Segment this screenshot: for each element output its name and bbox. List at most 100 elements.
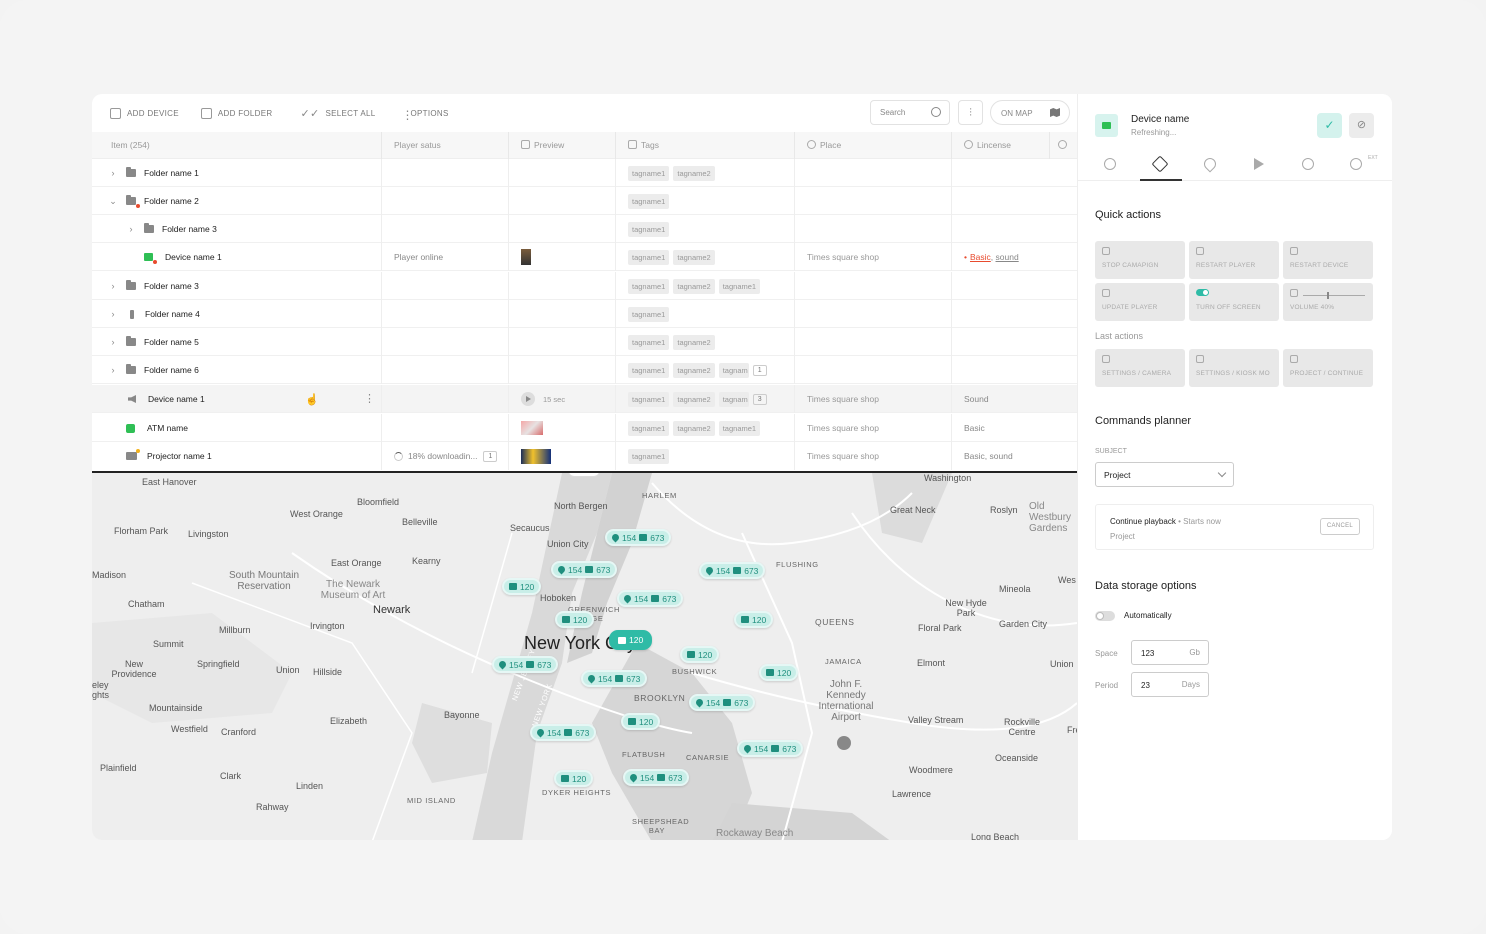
map-cluster-pin[interactable]: 154 673 <box>581 670 648 687</box>
map-cluster-pin[interactable]: 154 673 <box>530 724 597 741</box>
tab-settings[interactable] <box>1104 158 1116 170</box>
tab-extensions[interactable] <box>1350 158 1362 170</box>
map-cluster-pin[interactable]: 120 <box>502 578 542 595</box>
tag[interactable]: tagname1 <box>628 420 670 436</box>
restart-player-button[interactable]: RESTART PLAYER <box>1189 241 1279 279</box>
col-item[interactable]: Item (254) <box>92 132 382 159</box>
tab-tags[interactable] <box>1151 155 1169 173</box>
options-button[interactable]: ⋮ OPTIONS <box>401 107 449 122</box>
map-cluster-pin[interactable]: 120 <box>734 611 774 628</box>
col-preview[interactable]: Preview <box>509 132 616 159</box>
volume-control[interactable]: VOLUME 40% <box>1283 283 1373 321</box>
map-view[interactable]: East Hanover Bloomfield West Orange Bell… <box>92 471 1077 840</box>
last-action-button[interactable]: PROJECT / CONTINUE <box>1283 349 1373 387</box>
license-link[interactable]: sound <box>995 252 1019 262</box>
search-input[interactable]: Search <box>870 100 950 125</box>
tag[interactable]: tagname1 <box>718 278 761 294</box>
map-cluster-pin[interactable]: 154 673 <box>689 694 756 711</box>
select-all-button[interactable]: ✓✓ SELECT ALL <box>300 107 376 120</box>
space-input[interactable]: 123 Gb <box>1131 640 1209 665</box>
table-row[interactable]: Device name 1 ☝ ⋮ 15 sec tagname1 tagname2 t… <box>92 385 1077 413</box>
license-link[interactable]: Basic <box>969 252 991 262</box>
tag[interactable]: tagname2 <box>673 165 715 181</box>
map-cluster-pin[interactable]: 154 673 <box>605 529 672 546</box>
tag[interactable]: tagnam <box>718 391 749 407</box>
disable-button[interactable]: ⊘ <box>1349 113 1374 138</box>
tag[interactable]: tagname1 <box>628 165 670 181</box>
table-row[interactable]: ATM name tagname1 tagname2 tagname1 Times … <box>92 414 1077 442</box>
tag[interactable]: tagname1 <box>628 221 670 237</box>
more-tags-count[interactable]: 3 <box>752 393 767 405</box>
col-player-status[interactable]: Player satus <box>382 132 509 159</box>
chevron-down-icon[interactable]: ⌄ <box>109 195 117 206</box>
table-row[interactable]: › Folder name 5 tagname1 tagname2 <box>92 328 1077 356</box>
tag[interactable]: tagname1 <box>628 334 670 350</box>
map-cluster-pin[interactable]: 154 673 <box>492 656 559 673</box>
map-cluster-pin[interactable]: 120 <box>554 770 594 787</box>
queue-count[interactable]: 1 <box>483 450 498 462</box>
tab-license[interactable] <box>1302 158 1314 170</box>
tag[interactable]: tagname2 <box>673 391 715 407</box>
tag[interactable]: tagname2 <box>673 334 715 350</box>
tab-location[interactable] <box>1201 155 1219 173</box>
chevron-right-icon[interactable]: › <box>111 337 115 347</box>
map-cluster-pin-selected[interactable]: 120 <box>609 630 653 650</box>
add-device-button[interactable]: ADD DEVICE <box>110 107 179 119</box>
chevron-right-icon[interactable]: › <box>111 309 115 319</box>
row-menu-icon[interactable]: ⋮ <box>364 393 375 405</box>
map-cluster-pin[interactable]: 120 <box>680 646 720 663</box>
tag[interactable]: tagname2 <box>673 278 715 294</box>
add-folder-button[interactable]: ADD FOLDER <box>200 107 273 119</box>
map-cluster-pin[interactable]: 154 673 <box>737 740 804 757</box>
tag[interactable]: tagname1 <box>628 391 670 407</box>
map-cluster-pin[interactable]: 154 673 <box>617 590 684 607</box>
volume-slider[interactable] <box>1303 292 1365 299</box>
tag[interactable]: tagname2 <box>673 362 715 378</box>
subject-select[interactable]: Project <box>1095 462 1234 487</box>
map-cluster-pin[interactable]: 154 673 <box>551 561 618 578</box>
chevron-right-icon[interactable]: › <box>111 365 115 375</box>
tag[interactable]: tagname1 <box>628 193 670 209</box>
col-license[interactable]: Lincense <box>952 132 1050 159</box>
table-row[interactable]: › Folder name 1 tagname1 tagname2 <box>92 159 1077 187</box>
table-row[interactable]: Device name 1 Player online tagname1 tagn… <box>92 243 1077 271</box>
tag[interactable]: tagname2 <box>673 249 715 265</box>
resize-handle[interactable] <box>568 473 600 477</box>
table-row[interactable]: › Folder name 4 tagname1 <box>92 300 1077 328</box>
table-row[interactable]: › Folder name 3 tagname1 <box>92 215 1077 243</box>
last-action-button[interactable]: SETTINGS / KIOSK MO <box>1189 349 1279 387</box>
filter-button[interactable]: ⫶ <box>958 100 983 125</box>
map-cluster-pin[interactable]: 120 <box>621 713 661 730</box>
chevron-right-icon[interactable]: › <box>111 281 115 291</box>
map-cluster-pin[interactable]: 120 <box>555 611 595 628</box>
turn-off-screen-toggle[interactable]: TURN OFF SCREEN <box>1189 283 1279 321</box>
chevron-right-icon[interactable]: › <box>111 168 115 178</box>
map-cluster-pin[interactable]: 154 673 <box>699 562 766 579</box>
table-row[interactable]: › Folder name 3 tagname1 tagname2 tagname1 <box>92 272 1077 300</box>
tag[interactable]: tagname1 <box>628 249 670 265</box>
tag[interactable]: tagname1 <box>628 278 670 294</box>
cancel-command-button[interactable]: CANCEL <box>1320 518 1360 535</box>
tag[interactable]: tagname1 <box>628 306 670 322</box>
chevron-right-icon[interactable]: › <box>129 224 133 234</box>
restart-device-button[interactable]: RESTART DEVICE <box>1283 241 1373 279</box>
col-place[interactable]: Place <box>795 132 952 159</box>
play-icon[interactable] <box>521 392 535 406</box>
tag[interactable]: tagname1 <box>718 420 761 436</box>
update-player-button[interactable]: UPDATE PLAYER <box>1095 283 1185 321</box>
preview-thumbnail[interactable] <box>521 249 531 265</box>
tab-playback[interactable] <box>1254 158 1264 170</box>
col-tags[interactable]: Tags <box>616 132 795 159</box>
last-action-button[interactable]: SETTINGS / CAMERA <box>1095 349 1185 387</box>
table-row[interactable]: ⌄ Folder name 2 tagname1 <box>92 187 1077 215</box>
table-row[interactable]: › Folder name 6 tagname1 tagname2 tagnam 1 <box>92 356 1077 384</box>
preview-thumbnail[interactable] <box>521 421 543 435</box>
preview-thumbnail[interactable] <box>521 448 551 464</box>
map-cluster-pin[interactable]: 120 <box>759 664 799 681</box>
tag[interactable]: tagnam <box>718 362 749 378</box>
stop-campaign-button[interactable]: STOP CAMAPIGN <box>1095 241 1185 279</box>
period-input[interactable]: 23 Days <box>1131 672 1209 697</box>
on-map-toggle[interactable]: ON MAP <box>990 100 1070 125</box>
auto-storage-switch[interactable] <box>1095 611 1115 621</box>
confirm-button[interactable]: ✓ <box>1317 113 1342 138</box>
